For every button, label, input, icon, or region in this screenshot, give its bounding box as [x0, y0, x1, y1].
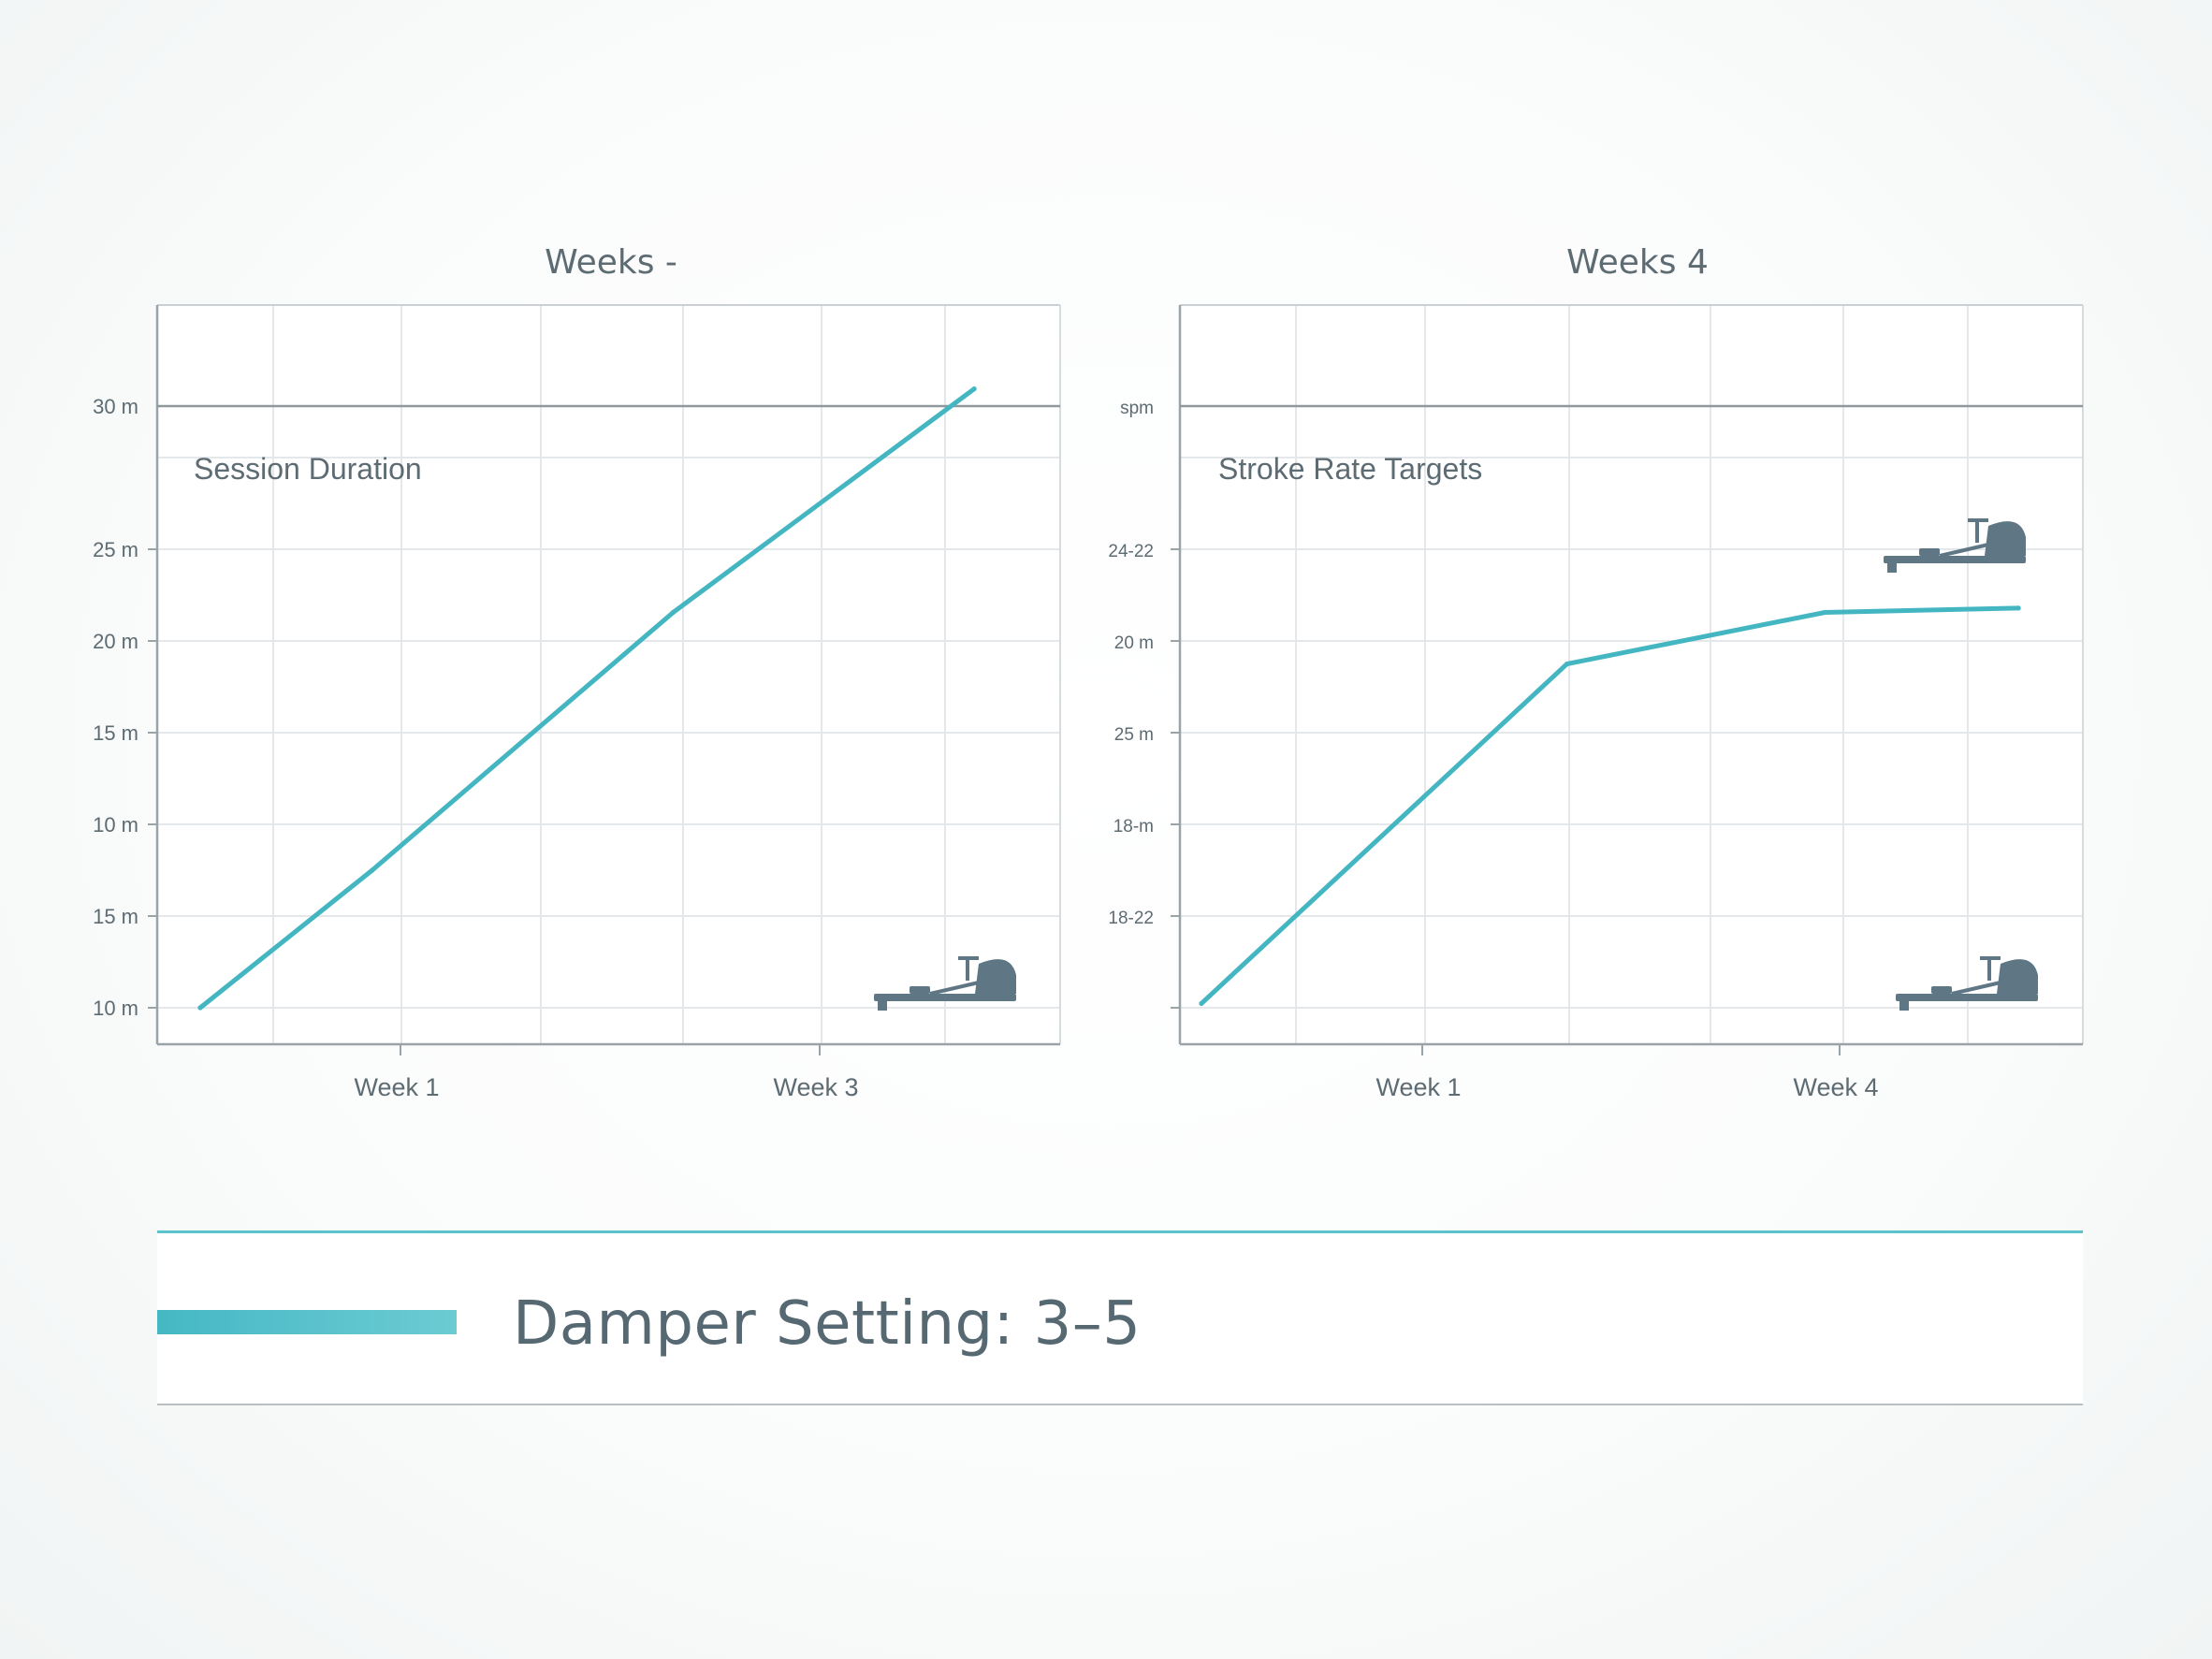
flywheel	[1997, 959, 2038, 994]
chart-title: Weeks -	[545, 243, 677, 282]
data-point	[197, 1005, 203, 1011]
rail	[1884, 556, 2026, 563]
legend-swatch	[157, 1310, 457, 1334]
y-tick-label: 18-22	[1108, 909, 1154, 928]
seat	[910, 986, 930, 994]
data-point	[1822, 609, 1827, 616]
data-point	[370, 867, 375, 873]
handle-cable	[1939, 543, 1989, 558]
x-tick-label: Week 1	[354, 1073, 439, 1101]
chart-stroke-rate-targets: 18-22 18-m 25 m 20 m 24-22 spm Week 1 Week 4 Wee…	[1108, 243, 2084, 1101]
plot-area	[1180, 305, 2083, 1044]
rowing-machine-icon	[1884, 518, 2026, 573]
x-tick-label: Week 3	[773, 1073, 858, 1101]
rowing-machine-icon	[874, 956, 1016, 1011]
chart-subtitle: Session Duration	[194, 452, 422, 486]
data-point	[2016, 605, 2021, 611]
y-tick-label: 15 m	[93, 721, 138, 745]
data-point	[1199, 1000, 1204, 1006]
seat	[1919, 548, 1940, 556]
chart-subtitle: Stroke Rate Targets	[1218, 452, 1482, 486]
seat	[1931, 986, 1952, 994]
rail-foot	[1899, 999, 1909, 1011]
legend-label: Damper Setting: 3–5	[513, 1289, 1142, 1359]
chart-session-duration: 10 m 15 m 10 m 15 m 20 m 25 m 30 m Week 1 Week 3…	[93, 243, 1061, 1101]
data-point	[971, 386, 977, 392]
handle-cable	[1951, 981, 2001, 996]
series-line	[1199, 605, 2021, 1006]
handle-cable	[929, 981, 980, 996]
y-tick-label: 18-m	[1113, 817, 1154, 837]
flywheel	[975, 959, 1016, 994]
y-tick-label: spm	[1120, 399, 1154, 418]
rail	[1896, 994, 2038, 1001]
y-tick-label: 15 m	[93, 905, 138, 928]
rail-foot	[1887, 561, 1897, 573]
y-tick-label: 20 m	[1114, 633, 1154, 653]
rowing-machine-icon	[1896, 956, 2038, 1011]
flywheel	[1985, 521, 2026, 556]
data-point	[1564, 662, 1570, 667]
rail-foot	[878, 999, 887, 1011]
y-tick-label: 24-22	[1108, 542, 1154, 561]
y-tick-label: 10 m	[93, 813, 138, 837]
y-tick-label: 20 m	[93, 630, 138, 653]
chart-title: Weeks 4	[1566, 243, 1709, 282]
y-tick-label: 25 m	[1114, 725, 1154, 745]
legend: Damper Setting: 3–5	[157, 1230, 2083, 1405]
data-point	[670, 609, 677, 616]
x-tick-label: Week 4	[1793, 1073, 1878, 1101]
x-tick-label: Week 1	[1375, 1073, 1461, 1101]
y-tick-label: 30 m	[93, 395, 138, 418]
y-tick-label: 25 m	[93, 538, 138, 561]
rail	[874, 994, 1016, 1001]
series-line	[197, 386, 977, 1011]
y-tick-label: 10 m	[93, 997, 138, 1020]
